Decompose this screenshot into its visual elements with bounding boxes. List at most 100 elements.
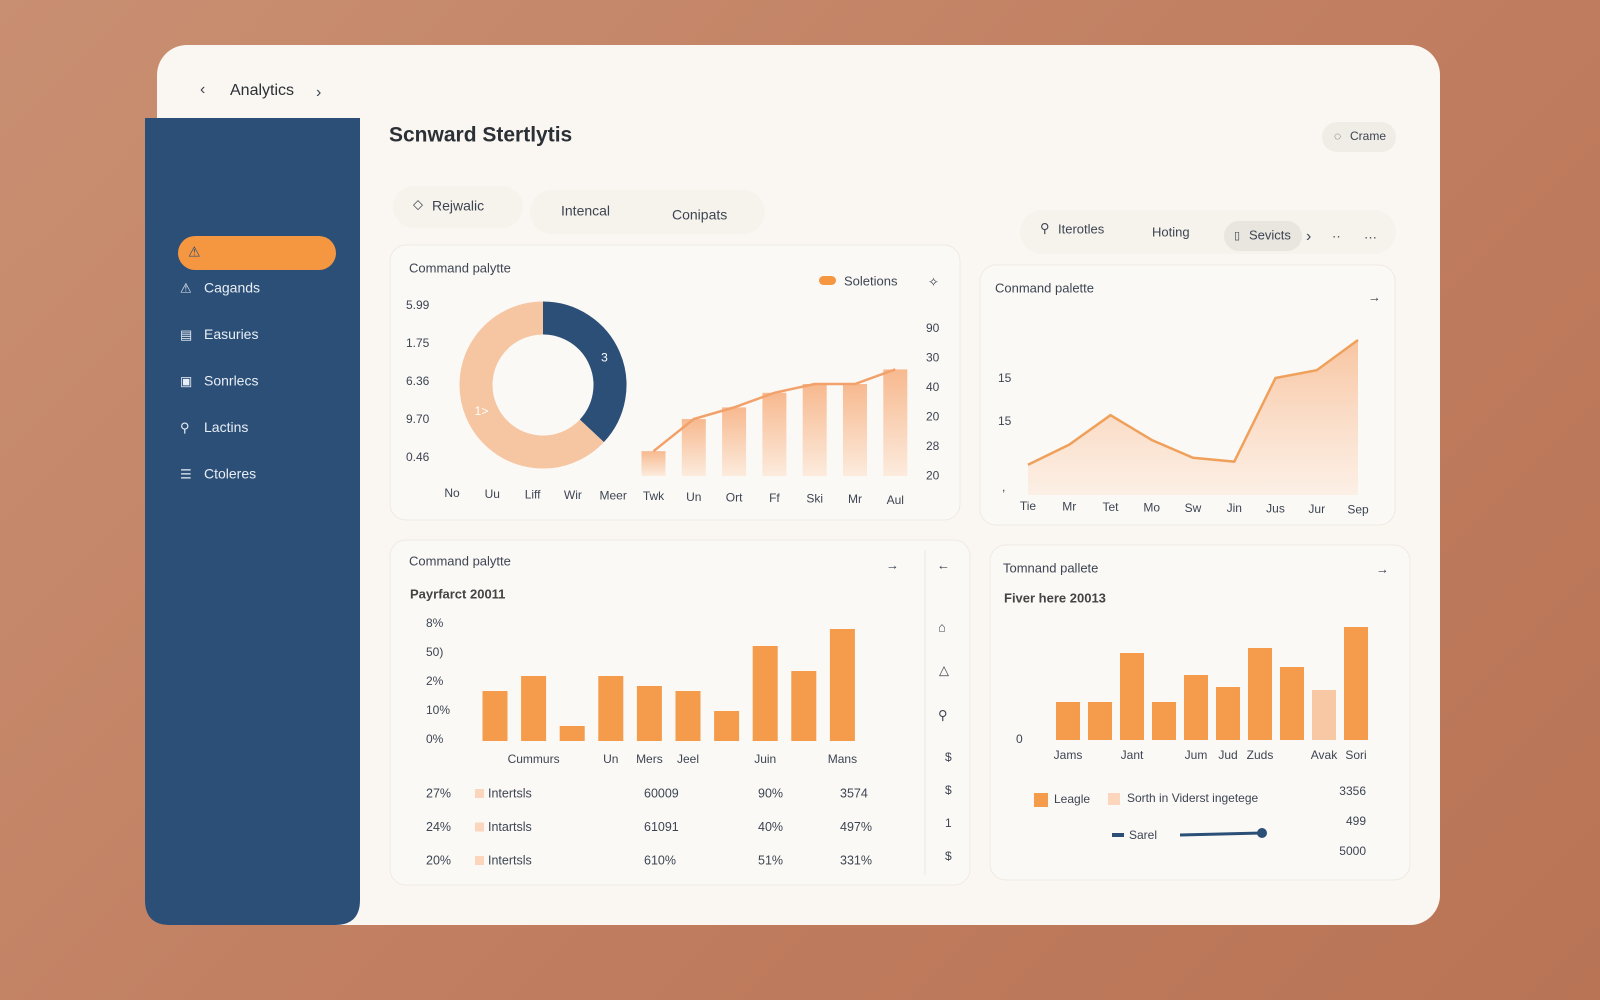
legend-swatch <box>819 276 836 285</box>
panel-title: Command palytte <box>409 553 511 568</box>
sidebar-icon: ▣ <box>180 373 192 388</box>
row-swatch <box>475 822 484 832</box>
bar <box>1344 627 1368 740</box>
header-button[interactable] <box>1322 122 1396 152</box>
warning-icon: ⚠ <box>188 244 201 260</box>
bar <box>1280 667 1304 740</box>
x-tick-label: No <box>444 486 460 500</box>
tab[interactable] <box>393 186 523 228</box>
x-tick-label: Sori <box>1345 748 1366 762</box>
panel-arrow[interactable]: → <box>886 557 899 572</box>
bar <box>829 629 855 741</box>
x-tick-label: Jum <box>1185 748 1208 762</box>
sidebar-item[interactable]: Cagands <box>204 280 260 296</box>
sidebar-item[interactable]: Sonrlecs <box>204 373 258 389</box>
axis-label: 15 <box>998 371 1012 385</box>
legend-swatch <box>1034 793 1048 807</box>
page-title: Scnward Stertlytis <box>389 124 572 147</box>
side-icon[interactable]: $ <box>945 750 952 764</box>
x-tick-label: Mers <box>636 752 663 766</box>
header-button-label[interactable]: Crame <box>1350 129 1386 143</box>
tab-label[interactable]: Intencal <box>561 203 610 219</box>
toolbar-more[interactable]: ·· <box>1332 228 1341 243</box>
bar <box>883 369 908 476</box>
legend-label: Leagle <box>1054 792 1090 806</box>
x-tick-label: Mo <box>1143 500 1160 514</box>
x-tick-label: Tet <box>1102 500 1119 514</box>
table-cell: 610% <box>644 853 676 867</box>
slider-thumb[interactable] <box>1257 828 1267 838</box>
sidebar-icon: ☰ <box>180 466 192 481</box>
panel-icon[interactable]: ⚲ <box>938 707 948 722</box>
tab-label[interactable]: Conipats <box>672 207 727 223</box>
toolbar-next[interactable]: › <box>1306 228 1311 245</box>
panel-arrow[interactable]: → <box>1376 561 1389 576</box>
panel-arrow[interactable]: → <box>1368 289 1381 304</box>
panel-title: Command palytte <box>409 260 511 275</box>
bar <box>1184 675 1208 740</box>
bar <box>681 419 706 476</box>
bar <box>1088 702 1112 740</box>
axis-label: 15 <box>998 414 1012 428</box>
bar <box>641 451 666 476</box>
row-swatch <box>475 856 484 865</box>
bar <box>559 726 585 741</box>
x-tick-label: Liff <box>525 487 541 501</box>
side-icon[interactable]: 1 <box>945 816 952 830</box>
tab-group[interactable] <box>530 190 765 234</box>
toolbar-label[interactable]: Hoting <box>1152 224 1190 239</box>
table-cell: Intartsls <box>488 820 532 834</box>
axis-label: 6.36 <box>406 374 430 388</box>
side-icon[interactable]: $ <box>945 783 952 797</box>
toolbar <box>1020 210 1396 254</box>
x-tick-label: Jeel <box>677 752 699 766</box>
side-number: 499 <box>1346 814 1366 828</box>
toolbar-label[interactable]: Iterotles <box>1058 221 1105 236</box>
search-icon: ⚲ <box>1040 220 1050 235</box>
toolbar-label[interactable]: Sevicts <box>1249 227 1291 242</box>
sidebar-item[interactable]: Lactins <box>204 419 248 435</box>
sidebar-active-item[interactable] <box>178 236 336 270</box>
toolbar-active[interactable] <box>1224 221 1302 251</box>
back-arrow[interactable]: ‹ <box>200 81 205 98</box>
x-tick-label: Aul <box>887 493 904 507</box>
donut-annotation: 3 <box>601 351 608 365</box>
side-number: 3356 <box>1339 784 1366 798</box>
bar <box>752 646 778 741</box>
tab-label[interactable]: Rejwalic <box>432 198 484 214</box>
table-cell: 331% <box>840 853 872 867</box>
legend-label: Soletions <box>844 273 898 288</box>
panel-icon[interactable]: ✧ <box>928 274 939 289</box>
x-tick-label: Meer <box>600 489 627 503</box>
axis-label: 5.99 <box>406 298 430 312</box>
x-tick-label: Jus <box>1266 502 1285 516</box>
x-tick-label: Wir <box>564 488 582 502</box>
table-cell: 497% <box>840 820 872 834</box>
axis-label: 9.70 <box>406 412 430 426</box>
panel-icon[interactable]: ⌂ <box>938 619 946 634</box>
bar <box>762 392 787 476</box>
toolbar-more[interactable]: ··· <box>1364 229 1377 244</box>
panel-title: Conmand palette <box>995 280 1094 295</box>
bar <box>1056 702 1080 740</box>
axis-label: 20 <box>926 410 940 424</box>
x-tick-label: Ort <box>726 490 743 504</box>
donut-annotation: 1> <box>475 404 489 418</box>
forward-arrow[interactable]: › <box>316 84 321 101</box>
axis-label: 1.75 <box>406 336 430 350</box>
slider-track[interactable] <box>1179 831 1263 837</box>
side-icon[interactable]: $ <box>945 849 952 863</box>
sidebar <box>145 118 360 925</box>
side-number: 5000 <box>1339 844 1366 858</box>
panel-icon[interactable]: △ <box>939 662 949 677</box>
sidebar-item[interactable]: Ctoleres <box>204 466 256 482</box>
bar <box>791 671 817 741</box>
bar <box>598 676 624 741</box>
bar <box>482 691 508 741</box>
donut-segment <box>459 301 604 469</box>
axis-label: 0.46 <box>406 450 430 464</box>
x-tick-label: Ski <box>806 492 823 506</box>
panel-arrow[interactable]: ← <box>937 557 950 572</box>
sidebar-item[interactable]: Easuries <box>204 326 258 342</box>
